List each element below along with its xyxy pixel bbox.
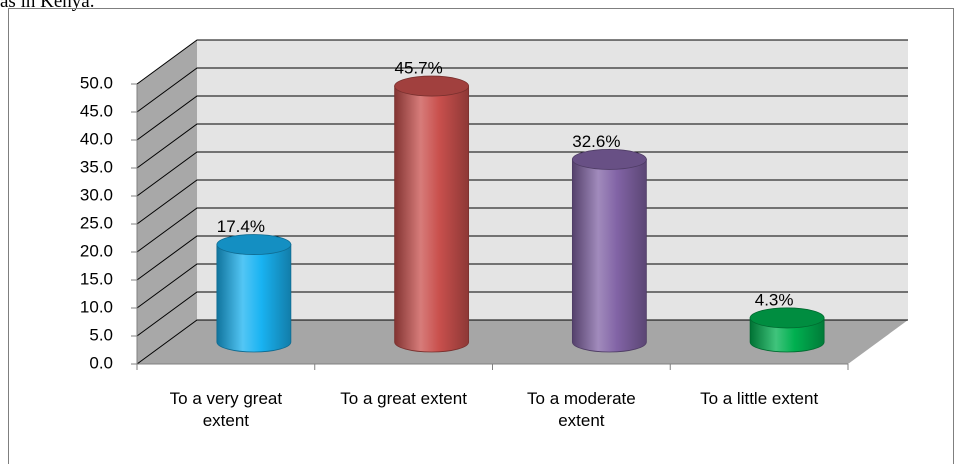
x-tick-label: To a very great extent <box>169 389 283 430</box>
walls <box>137 40 908 364</box>
grid-line <box>136 39 908 85</box>
y-tick-label: 15.0 <box>80 269 113 288</box>
x-tick-label: To a little extent <box>700 389 819 408</box>
grid-line <box>136 207 908 253</box>
y-tick-label: 35.0 <box>80 157 113 176</box>
y-tick-label: 40.0 <box>80 129 113 148</box>
bar <box>394 85 470 353</box>
value-label: 4.3% <box>755 290 794 309</box>
grid-line <box>136 95 908 141</box>
y-tick-label: 10.0 <box>80 297 113 316</box>
y-tick-label: 0.0 <box>89 353 113 372</box>
bar <box>571 159 647 353</box>
bar <box>216 244 292 353</box>
y-tick-label: 50.0 <box>80 73 113 92</box>
bar-top <box>571 149 647 170</box>
grid-line <box>136 235 908 281</box>
grid-line <box>136 319 908 365</box>
bar-top <box>216 234 292 255</box>
grid-line <box>136 151 908 197</box>
grid-line <box>136 291 908 337</box>
y-tick-label: 30.0 <box>80 185 113 204</box>
grid-line <box>136 179 908 225</box>
value-label: 17.4% <box>217 217 265 236</box>
value-label: 45.7% <box>395 59 443 78</box>
floor <box>137 320 908 364</box>
x-tick-label: To a great extent <box>340 389 467 408</box>
bar-top <box>749 307 825 329</box>
chart-border <box>8 8 954 464</box>
grid-line <box>136 67 908 113</box>
grid-line <box>136 263 908 309</box>
x-tick-label: To a moderate extent <box>527 389 636 430</box>
bar-top <box>394 75 470 97</box>
y-tick-label: 5.0 <box>89 325 113 344</box>
y-tick-label: 45.0 <box>80 101 113 120</box>
grid-line <box>136 123 908 169</box>
value-label: 32.6% <box>572 132 620 151</box>
y-tick-label: 20.0 <box>80 241 113 260</box>
y-tick-label: 25.0 <box>80 213 113 232</box>
